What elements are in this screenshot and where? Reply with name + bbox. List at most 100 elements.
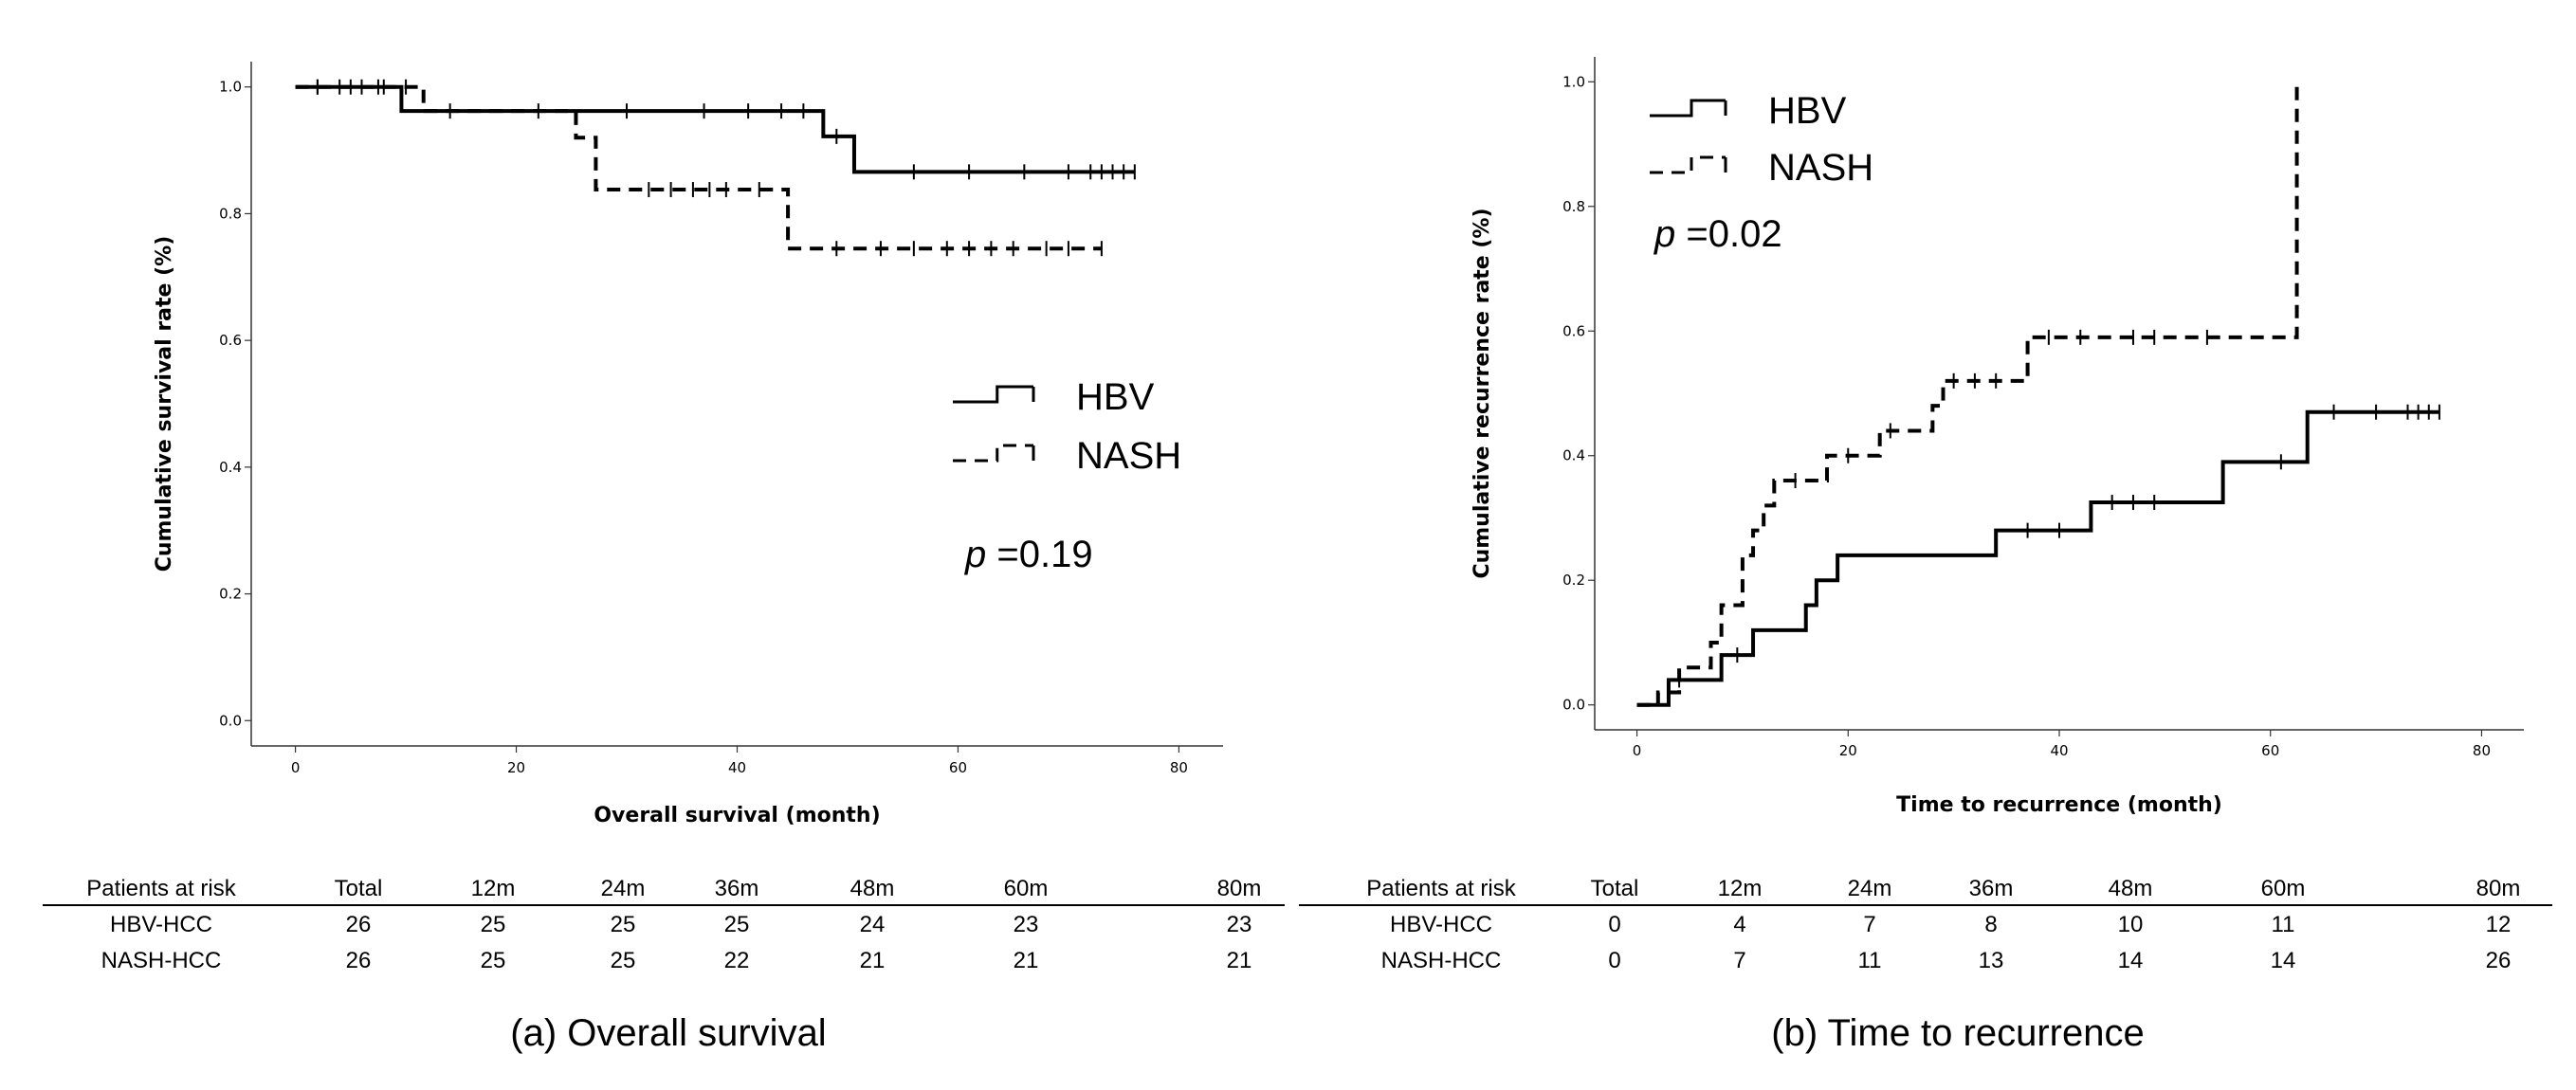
risk-cell: 4 xyxy=(1733,912,1746,937)
y-tick-label: 0.6 xyxy=(219,332,242,349)
caption-b: (b) Time to recurrence xyxy=(1771,1012,2145,1054)
x-axis-label: Overall survival (month) xyxy=(594,804,880,827)
risk-row-label: HBV-HCC xyxy=(1389,912,1493,937)
x-tick-label: 80 xyxy=(1170,759,1188,776)
legend-label-nash: NASH xyxy=(1768,147,1873,189)
y-tick-label: 0.2 xyxy=(219,586,242,603)
risk-cell: 21 xyxy=(1226,948,1252,973)
risk-header-80m: 80m xyxy=(2476,876,2521,901)
risk-header-12m: 12m xyxy=(1717,876,1763,901)
x-tick-label: 0 xyxy=(1633,742,1642,759)
risk-cell: 14 xyxy=(2270,948,2296,973)
risk-cell: 14 xyxy=(2117,948,2144,973)
legend-swatch-hbv xyxy=(953,385,1033,404)
x-tick-label: 0 xyxy=(291,759,301,776)
risk-header-48m: 48m xyxy=(2108,876,2153,901)
risk-header-label: Patients at risk xyxy=(86,876,236,901)
risk-table-header: Patients at risk Total 12m 24m 36m 48m 6… xyxy=(1299,872,2552,906)
risk-header-24m: 24m xyxy=(600,876,646,901)
legend-swatch-nash xyxy=(953,444,1033,463)
x-tick-label: 60 xyxy=(2261,742,2279,759)
risk-cell: 22 xyxy=(723,948,750,973)
y-tick-label: 0.8 xyxy=(1562,198,1585,215)
risk-row-label: NASH-HCC xyxy=(100,948,222,973)
x-tick-label: 40 xyxy=(728,759,746,776)
x-axis-label: Time to recurrence (month) xyxy=(1896,793,2222,817)
risk-header-12m: 12m xyxy=(470,876,516,901)
risk-cell: 25 xyxy=(480,912,506,937)
risk-cell: 24 xyxy=(859,912,886,937)
risk-cell: 0 xyxy=(1608,948,1621,973)
risk-cell: 21 xyxy=(1013,948,1039,973)
risk-cell: 26 xyxy=(345,948,372,973)
risk-cell: 10 xyxy=(2117,912,2144,937)
risk-cell: 25 xyxy=(610,912,636,937)
p-value-text: =0.19 xyxy=(986,534,1092,575)
x-tick-label: 80 xyxy=(2473,742,2491,759)
y-tick-label: 0.2 xyxy=(1562,572,1585,589)
risk-header-36m: 36m xyxy=(1968,876,2014,901)
y-tick-label: 1.0 xyxy=(219,79,242,96)
legend-label-hbv: HBV xyxy=(1076,376,1155,418)
risk-cell: 25 xyxy=(480,948,506,973)
y-axis-label: Cumulative survival rate (%) xyxy=(153,236,176,572)
y-tick-label: 0.8 xyxy=(219,205,242,222)
overall-survival-plot: 0 20 40 60 80 0.0 0.2 0.4 0.6 0.8 1.0 Overall survi… xyxy=(153,62,1223,827)
risk-row-hbv: HBV-HCC 26 25 25 25 24 23 23 xyxy=(43,908,1285,940)
legend-label-nash: NASH xyxy=(1076,435,1181,477)
risk-table-header: Patients at risk Total 12m 24m 36m 48m 6… xyxy=(43,872,1285,906)
risk-cell: 26 xyxy=(2485,948,2512,973)
risk-table-recurrence: Patients at risk Total 12m 24m 36m 48m 6… xyxy=(1299,872,2552,981)
risk-cell: 25 xyxy=(610,948,636,973)
risk-cell: 23 xyxy=(1013,912,1039,937)
risk-header-80m: 80m xyxy=(1216,876,1262,901)
risk-row-label: HBV-HCC xyxy=(109,912,213,937)
risk-cell: 21 xyxy=(859,948,886,973)
p-value-annotation: p =0.19 xyxy=(964,534,1093,575)
y-tick-label: 0.4 xyxy=(1562,447,1585,464)
risk-header-60m: 60m xyxy=(1003,876,1049,901)
x-tick-label: 40 xyxy=(2050,742,2068,759)
risk-cell: 11 xyxy=(2271,912,2295,937)
legend-swatch-hbv xyxy=(1650,99,1726,118)
risk-header-60m: 60m xyxy=(2260,876,2306,901)
legend-swatch-nash xyxy=(1650,155,1726,174)
series-hbv-line xyxy=(1636,409,2439,707)
p-value-symbol: p xyxy=(964,534,986,575)
risk-header-48m: 48m xyxy=(850,876,895,901)
risk-cell: 13 xyxy=(1978,948,2004,973)
p-value-symbol: p xyxy=(1653,213,1675,255)
series-nash-line xyxy=(1636,82,2299,707)
risk-cell: 26 xyxy=(345,912,372,937)
risk-header-total: Total xyxy=(334,876,383,901)
y-tick-label: 0.4 xyxy=(219,459,242,476)
y-tick-label: 0.0 xyxy=(219,712,242,729)
risk-cell: 7 xyxy=(1863,912,1876,937)
y-tick-label: 0.6 xyxy=(1562,322,1585,339)
risk-cell: 7 xyxy=(1733,948,1746,973)
series-hbv-line xyxy=(295,84,1135,174)
risk-header-label: Patients at risk xyxy=(1366,876,1516,901)
risk-header-36m: 36m xyxy=(714,876,759,901)
risk-cell: 25 xyxy=(723,912,750,937)
risk-cell: 11 xyxy=(1857,948,1882,973)
p-value-annotation: p =0.02 xyxy=(1653,213,1782,255)
x-tick-label: 20 xyxy=(1839,742,1857,759)
y-tick-label: 0.0 xyxy=(1562,697,1585,714)
risk-cell: 8 xyxy=(1984,912,1998,937)
risk-table-overall-survival: Patients at risk Total 12m 24m 36m 48m 6… xyxy=(43,872,1285,981)
legend-label-hbv: HBV xyxy=(1768,90,1847,132)
p-value-text: =0.02 xyxy=(1675,213,1781,255)
series-nash-line xyxy=(295,84,1102,251)
y-tick-label: 1.0 xyxy=(1562,73,1585,90)
risk-cell: 12 xyxy=(2485,912,2512,937)
risk-cell: 0 xyxy=(1608,912,1621,937)
risk-row-label: NASH-HCC xyxy=(1380,948,1502,973)
risk-cell: 23 xyxy=(1226,912,1252,937)
x-tick-label: 60 xyxy=(949,759,967,776)
risk-row-nash: NASH-HCC 0 7 11 13 14 14 26 xyxy=(1299,944,2552,976)
risk-row-nash: NASH-HCC 26 25 25 22 21 21 21 xyxy=(43,944,1285,976)
risk-row-hbv: HBV-HCC 0 4 7 8 10 11 12 xyxy=(1299,908,2552,940)
recurrence-plot: 0 20 40 60 80 0.0 0.2 0.4 0.6 0.8 1.0 Time to recur… xyxy=(1471,57,2524,817)
risk-header-total: Total xyxy=(1590,876,1639,901)
